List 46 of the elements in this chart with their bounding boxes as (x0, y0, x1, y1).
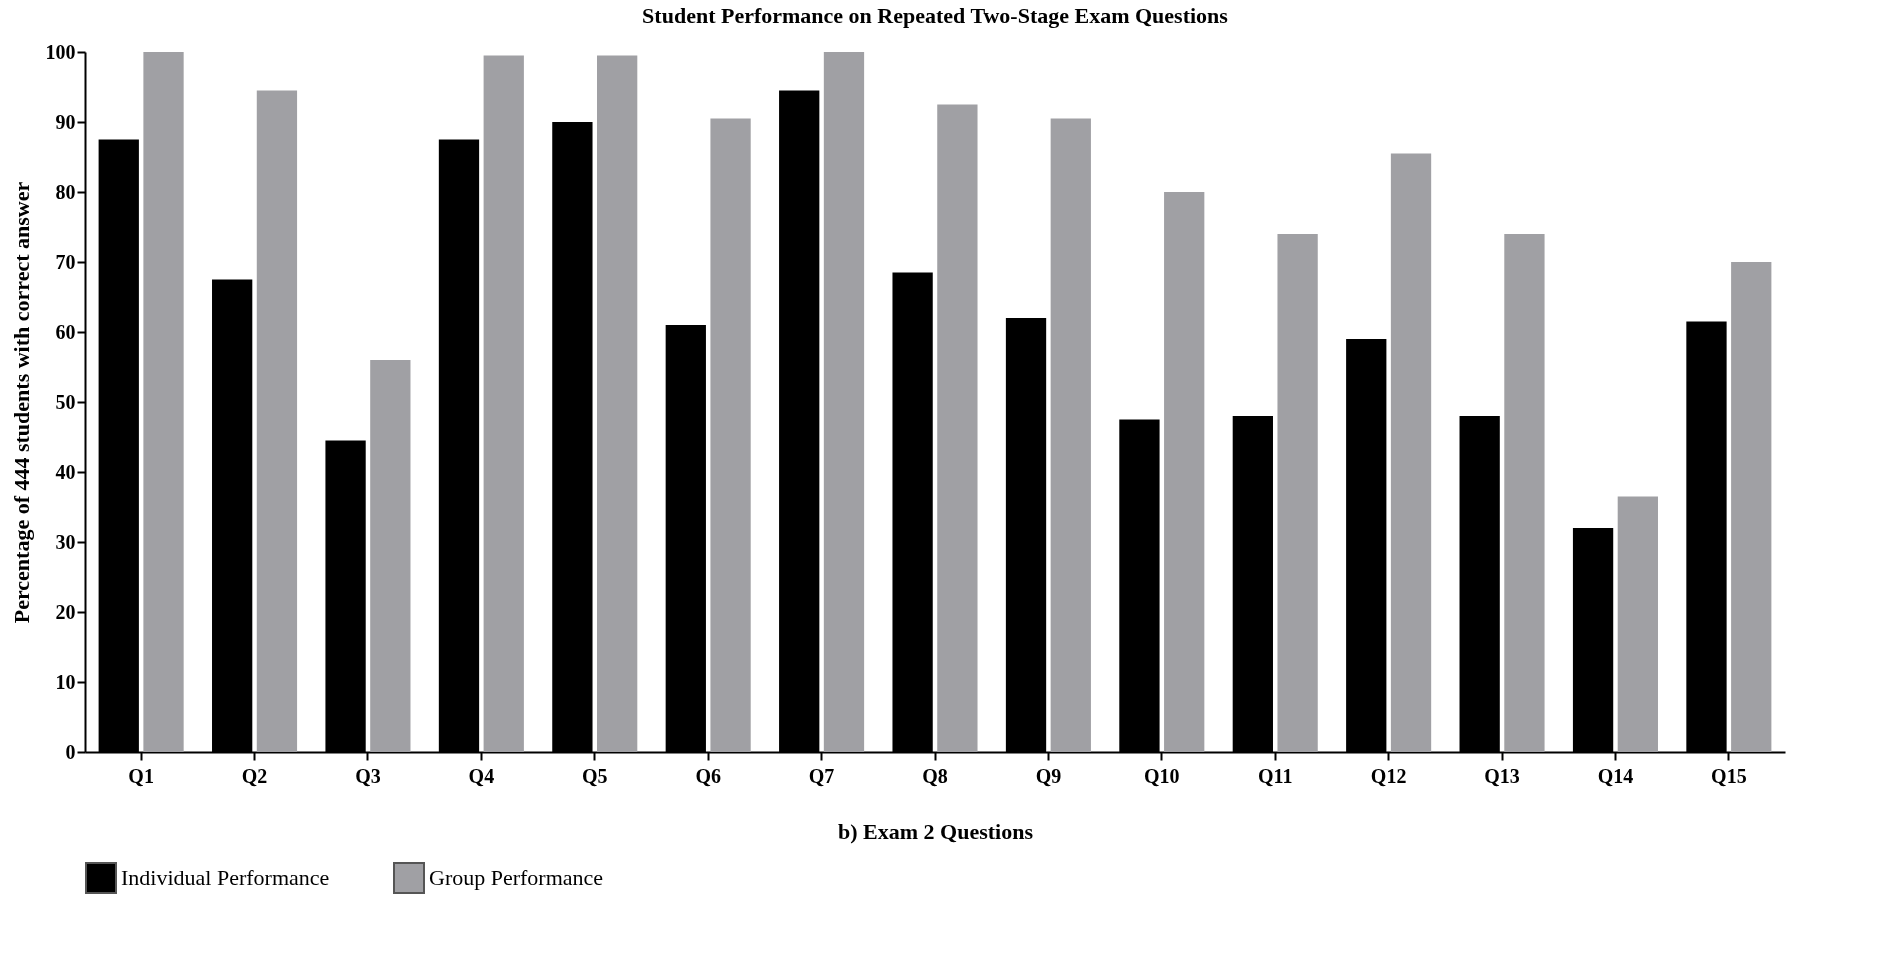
x-tick-label: Q9 (1035, 764, 1062, 787)
y-tick-label: 20 (55, 600, 76, 623)
bar (370, 360, 411, 752)
bar (1731, 262, 1772, 752)
bar (710, 118, 751, 752)
x-tick-label: Q15 (1711, 764, 1747, 787)
bar (1164, 192, 1205, 752)
y-tick-label: 0 (65, 740, 76, 763)
bar (1050, 118, 1091, 752)
legend-label: Individual Performance (121, 865, 330, 890)
y-tick-label: 60 (55, 320, 76, 343)
x-tick-label: Q8 (922, 764, 948, 787)
x-tick-label: Q13 (1484, 764, 1520, 787)
x-tick-label: Q12 (1370, 764, 1407, 787)
bar (483, 55, 524, 752)
x-tick-label: Q10 (1144, 764, 1180, 787)
x-tick-label: Q5 (581, 764, 608, 787)
x-axis-title: b) Exam 2 Questions (838, 818, 1034, 844)
y-tick-label: 30 (55, 530, 76, 553)
x-tick-label: Q11 (1258, 764, 1293, 787)
bar (1617, 496, 1658, 752)
y-tick-label: 50 (55, 390, 76, 413)
chart-title: Student Performance on Repeated Two-Stage Exam Questions (642, 3, 1229, 28)
bar (1277, 234, 1318, 752)
x-tick-label: Q14 (1597, 764, 1634, 787)
bar (1390, 153, 1432, 752)
bar (937, 104, 978, 752)
bar (597, 55, 638, 752)
bar (143, 52, 184, 752)
bar (256, 90, 298, 752)
x-tick-label: Q3 (355, 764, 381, 787)
x-tick-label: Q7 (808, 764, 835, 787)
y-tick-label: 80 (55, 180, 76, 203)
x-tick-label: Q2 (241, 764, 268, 787)
y-tick-label: 10 (55, 670, 76, 693)
bar (823, 52, 865, 752)
y-tick-label: 70 (55, 250, 76, 273)
legend-label: Group Performance (429, 865, 604, 890)
bar (1504, 234, 1545, 752)
x-tick-label: Q6 (695, 764, 721, 787)
y-tick-label: 100 (45, 40, 76, 63)
y-tick-label: 40 (55, 460, 76, 483)
y-tick-label: 90 (55, 110, 76, 133)
x-tick-label: Q1 (128, 764, 154, 787)
x-tick-label: Q4 (468, 764, 495, 787)
y-axis-title: Percentage of 444 students with correct answer (8, 181, 34, 624)
